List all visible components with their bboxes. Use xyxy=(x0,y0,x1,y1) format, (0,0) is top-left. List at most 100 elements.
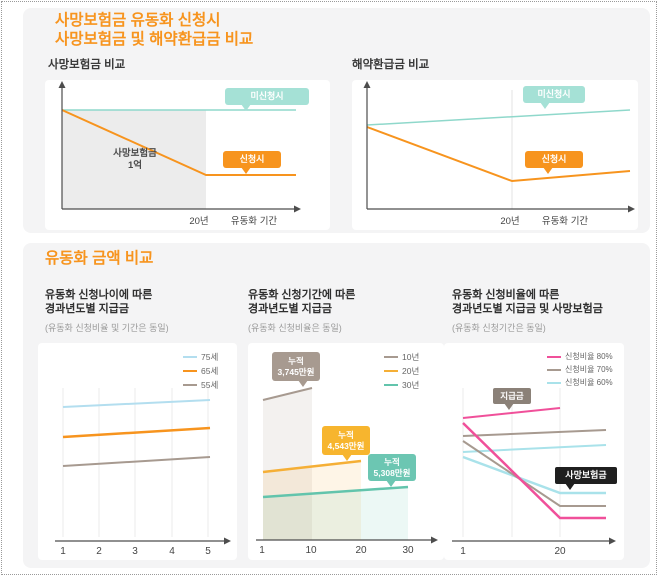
x-tick-20: 20 xyxy=(554,546,566,557)
legend-item: 20년 xyxy=(384,365,419,377)
by-period-note: (유동화 신청비율은 동일) xyxy=(248,323,342,333)
death-benefit-chart-svg xyxy=(58,81,301,213)
age-65-line xyxy=(62,426,211,439)
legend-swatch-55 xyxy=(183,384,197,386)
by-period-heading: 유동화 신청기간에 따른 경과년도별 지급금 xyxy=(248,288,355,316)
legend-label-60: 신청비율 60% xyxy=(565,378,613,387)
death-benefit-badge-pointer xyxy=(565,483,575,490)
by-age-legend: 75세 65세 55세 xyxy=(183,351,218,391)
badge-line2: 3,745만원 xyxy=(277,366,315,377)
legend-label-55: 55세 xyxy=(201,380,219,390)
by-period-heading-line2: 경과년도별 지급금 xyxy=(248,303,333,315)
death-benefit-80-line xyxy=(462,422,606,520)
payment-80-line xyxy=(462,407,561,419)
legend-item: 75세 xyxy=(183,351,218,363)
section2-title: 유동화 금액 비교 xyxy=(45,250,154,267)
cumulative-badge-30y: 누적 5,308만원 xyxy=(368,454,416,481)
by-ratio-legend: 신청비율 80% 신청비율 70% 신청비율 60% xyxy=(547,351,613,388)
applied-line xyxy=(366,126,631,183)
by-age-chart: 75세 65세 55세 1 2 3 4 5 xyxy=(38,343,237,560)
not-applied-line xyxy=(366,109,631,126)
by-age-chart-svg xyxy=(55,388,231,545)
badge-line2: 4,543만원 xyxy=(327,440,365,451)
x-tick-20y: 20년 xyxy=(500,216,520,227)
area-20y xyxy=(263,461,361,540)
applied-badge-pointer xyxy=(241,167,251,174)
legend-label-65: 65세 xyxy=(201,366,219,376)
legend-label-75: 75세 xyxy=(201,352,219,362)
applied-badge-pointer xyxy=(543,167,553,174)
legend-item: 30년 xyxy=(384,379,419,391)
x-tick-3: 3 xyxy=(132,546,138,557)
payment-60-line xyxy=(462,444,607,453)
legend-item: 55세 xyxy=(183,379,218,391)
applied-badge: 신청시 xyxy=(525,151,583,168)
x-axis-arrow xyxy=(628,205,635,213)
by-ratio-heading: 유동화 신청비율에 따른 경과년도별 지급금 및 사망보험금 xyxy=(452,288,603,316)
payment-badge: 지급금 xyxy=(493,388,531,404)
legend-swatch-80 xyxy=(547,355,561,358)
legend-swatch-60 xyxy=(547,381,561,384)
death-benefit-70-line xyxy=(462,440,606,507)
legend-label-10y: 10년 xyxy=(402,352,420,362)
legend-label-70: 신청비율 70% xyxy=(565,365,613,374)
by-age-heading-line2: 경과년도별 지급금 xyxy=(45,303,130,315)
cumulative-badge-10y: 누적 3,745만원 xyxy=(272,352,320,381)
area-label-line2: 1억 xyxy=(127,160,143,171)
legend-item: 신청비율 70% xyxy=(547,364,613,375)
by-ratio-heading-line2: 경과년도별 지급금 및 사망보험금 xyxy=(452,303,603,315)
badge-line1: 누적 xyxy=(338,430,354,440)
main-title-line1: 사망보험금 유동화 신청시 xyxy=(55,12,221,29)
cumulative-badge-20y: 누적 4,543만원 xyxy=(322,426,370,455)
x-tick-1: 1 xyxy=(460,546,466,557)
death-benefit-badge: 사망보험금 xyxy=(555,467,617,484)
x-tick-1: 1 xyxy=(60,546,66,557)
not-applied-badge-pointer xyxy=(540,102,550,109)
area-label-line1: 사망보험금 xyxy=(113,148,157,159)
by-ratio-note: (유동화 신청기간은 동일) xyxy=(452,323,546,333)
x-tick-30: 30 xyxy=(402,545,414,556)
legend-swatch-20y xyxy=(384,370,398,372)
area-10y xyxy=(263,388,312,540)
y-axis-arrow xyxy=(58,81,66,88)
not-applied-badge-pointer xyxy=(241,104,251,111)
not-applied-badge: 미신청시 xyxy=(523,86,585,103)
surrender-value-chart: 미신청시 신청시 20년 유동화 기간 xyxy=(352,80,638,230)
legend-swatch-30y xyxy=(384,384,398,386)
line-30y xyxy=(262,485,409,499)
main-title-line2: 사망보험금 및 해약환급금 비교 xyxy=(55,31,254,48)
x-tick-1: 1 xyxy=(259,545,265,556)
badge-line2: 5,308만원 xyxy=(373,467,411,478)
main-title: 사망보험금 유동화 신청시 사망보험금 및 해약환급금 비교 xyxy=(55,11,253,49)
x-tick-2: 2 xyxy=(96,546,102,557)
legend-item: 10년 xyxy=(384,351,419,363)
surrender-value-chart-title: 해약환급금 비교 xyxy=(352,59,430,71)
cumulative-badge-30y-pointer xyxy=(386,480,396,487)
line-10y xyxy=(262,387,313,401)
by-ratio-chart: 신청비율 80% 신청비율 70% 신청비율 60% 지급금 사망보험금 1 2… xyxy=(444,343,624,560)
not-applied-badge: 미신청시 xyxy=(225,88,309,105)
area-label: 사망보험금 1억 xyxy=(90,148,180,172)
death-benefit-chart: 사망보험금 1억 미신청시 신청시 20년 유동화 기간 xyxy=(45,80,330,230)
legend-swatch-70 xyxy=(547,368,561,371)
legend-item: 65세 xyxy=(183,365,218,377)
by-age-heading-line1: 유동화 신청나이에 따른 xyxy=(45,289,153,301)
legend-item: 신청비율 80% xyxy=(547,351,613,362)
y-axis-arrow xyxy=(363,81,371,88)
by-period-legend: 10년 20년 30년 xyxy=(384,351,419,391)
x-tick-5: 5 xyxy=(205,546,211,557)
x-tick-20y: 20년 xyxy=(189,216,209,227)
x-axis-label: 유동화 기간 xyxy=(230,216,278,227)
applied-badge: 신청시 xyxy=(223,151,281,168)
legend-swatch-75 xyxy=(183,356,197,358)
x-tick-20: 20 xyxy=(355,545,367,556)
by-ratio-chart-svg xyxy=(452,388,616,545)
legend-label-20y: 20년 xyxy=(402,366,420,376)
by-ratio-heading-line1: 유동화 신청비율에 따른 xyxy=(452,289,560,301)
legend-swatch-10y xyxy=(384,356,398,358)
x-axis-label: 유동화 기간 xyxy=(541,216,589,227)
legend-swatch-65 xyxy=(183,370,197,372)
death-benefit-60-line xyxy=(462,455,606,495)
cumulative-badge-10y-pointer xyxy=(298,380,308,387)
